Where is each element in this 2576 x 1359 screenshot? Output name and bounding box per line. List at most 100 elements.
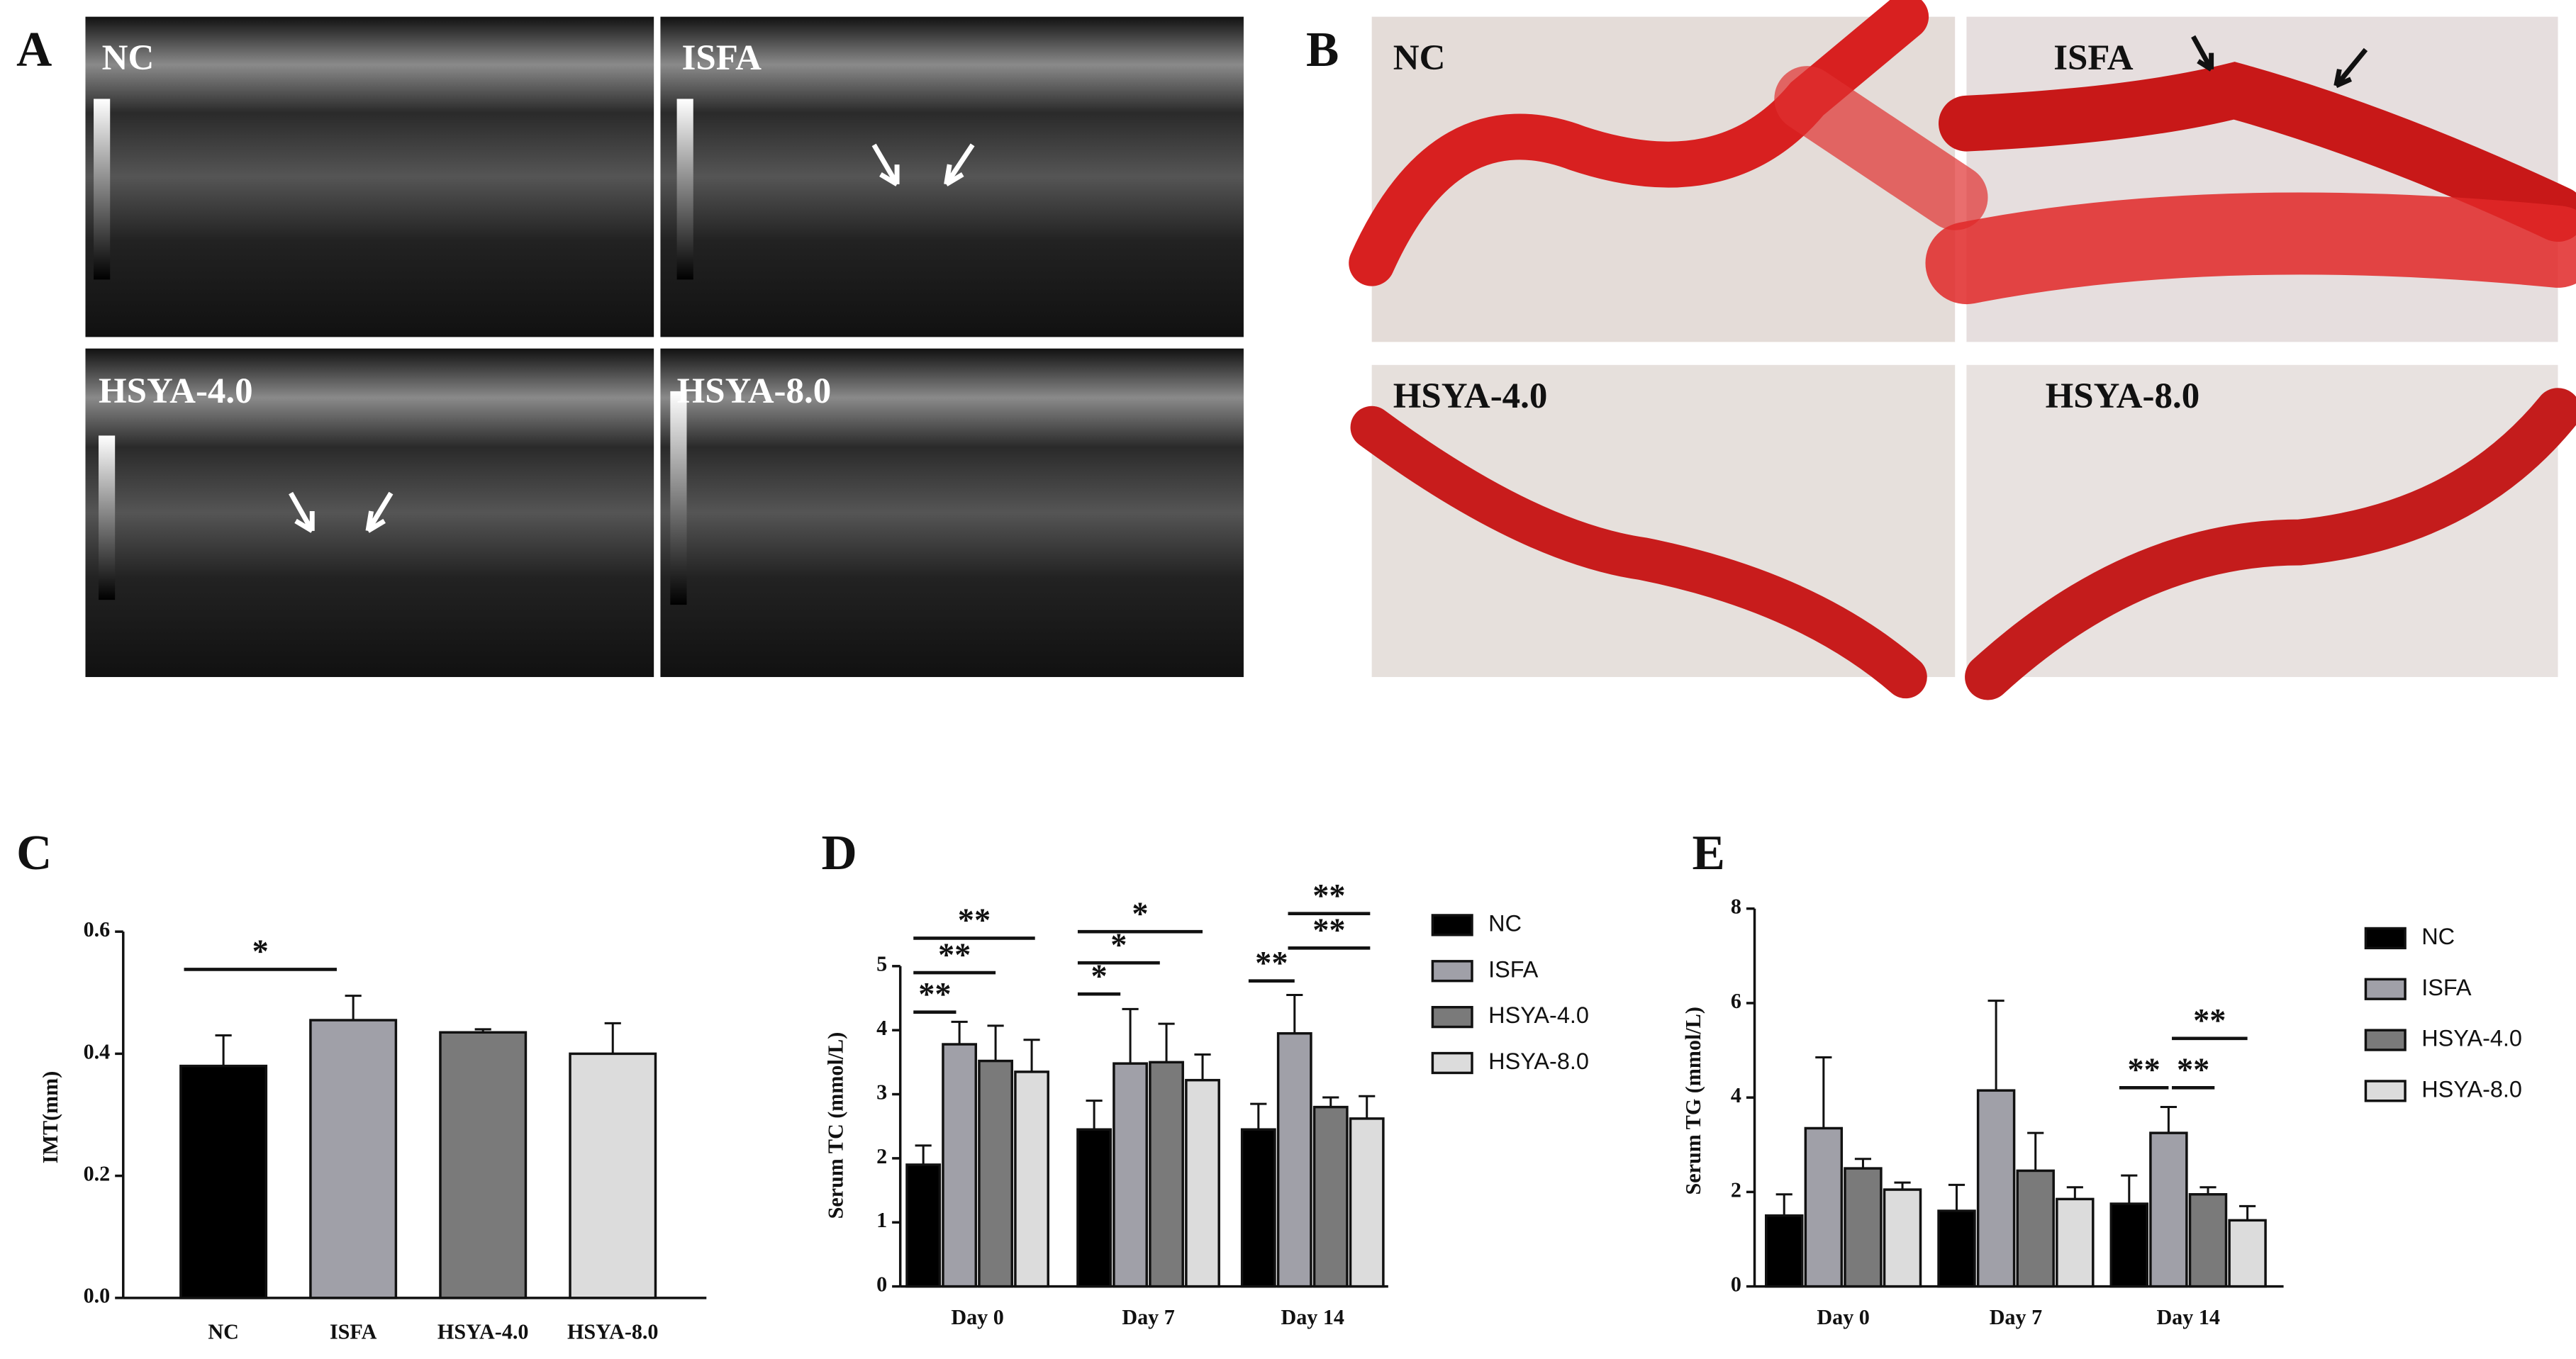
significance-label: * (252, 934, 269, 970)
bar (1764, 1214, 1804, 1288)
y-tick-label: 0 (1731, 1273, 1741, 1297)
legend-swatch (1431, 1051, 1473, 1075)
panel-label: E (1692, 826, 1724, 880)
legend-label: HSYA-8.0 (1488, 1048, 1589, 1074)
x-tick-label: NC (208, 1320, 239, 1344)
x-tick-label: Day 14 (1281, 1305, 1345, 1329)
gray-scale-bar (99, 435, 116, 600)
bar (1804, 1126, 1844, 1288)
legend-swatch (2364, 1029, 2407, 1051)
image-label: HSYA-8.0 (677, 371, 832, 411)
significance-label: ** (918, 976, 951, 1012)
y-tick-label: 0 (876, 1273, 887, 1297)
legend-label: ISFA (2421, 975, 2472, 1000)
bar (1185, 1078, 1220, 1288)
y-tick-label: 0.4 (84, 1039, 111, 1063)
legend-swatch (2364, 927, 2407, 950)
y-tick-label: 4 (1731, 1083, 1741, 1107)
y-tick-label: 4 (876, 1016, 887, 1040)
bar (1113, 1062, 1148, 1288)
y-axis-label: IMT(mm) (38, 1071, 62, 1163)
y-tick-label: 1 (876, 1208, 887, 1232)
x-tick-label: Day 7 (1122, 1305, 1174, 1329)
y-tick-label: 6 (1731, 989, 1741, 1013)
x-tick-label: Day 0 (1817, 1305, 1869, 1329)
arrows (289, 143, 975, 533)
bar (1937, 1209, 1976, 1288)
image-label: HSYA-4.0 (1393, 376, 1548, 416)
y-tick-label: 3 (876, 1080, 887, 1104)
significance-label: ** (1312, 912, 1345, 949)
significance-label: * (1132, 896, 1148, 932)
x-tick-label: Day 7 (1990, 1305, 2042, 1329)
panel-b: B NC ISFA HSYA-4.0 HSYA-8.0 (1306, 0, 2576, 700)
panel-a: A NC ISFA HSYA-4.0 HSYA-8.0 (16, 16, 1244, 678)
x-tick-label: Day 14 (2156, 1305, 2220, 1329)
bar (1240, 1128, 1276, 1288)
bar (309, 1019, 398, 1299)
bar (1883, 1188, 1922, 1288)
y-tick-label: 0.2 (84, 1162, 111, 1186)
significance-label: ** (938, 937, 971, 973)
gray-scale-bar (676, 99, 693, 280)
panel-label: C (16, 826, 52, 880)
legend-swatch (1431, 1005, 1473, 1029)
legend-label: ISFA (1488, 956, 1539, 982)
bar (2109, 1202, 2149, 1288)
arrows (2191, 35, 2368, 89)
panel-label: B (1306, 23, 1339, 77)
bar (2056, 1197, 2095, 1288)
legend-label: HSYA-8.0 (2421, 1076, 2522, 1102)
legend-swatch (1431, 914, 1473, 936)
y-tick-label: 0.6 (84, 917, 111, 941)
significance-label: ** (1255, 945, 1288, 981)
bar (1014, 1070, 1049, 1288)
gray-scale-bar (94, 99, 111, 280)
image-label: ISFA (2053, 38, 2134, 78)
y-tick-label: 0.0 (84, 1284, 111, 1308)
panel-label: A (16, 23, 52, 77)
panel-label: D (821, 826, 857, 880)
significance-label: ** (2127, 1052, 2160, 1088)
bar (1349, 1117, 1385, 1288)
ultrasound-image (85, 16, 654, 337)
bar (1076, 1128, 1113, 1288)
image-label: ISFA (682, 38, 762, 78)
bar (1276, 1031, 1312, 1288)
x-tick-label: Day 0 (951, 1305, 1003, 1329)
image-label: NC (102, 38, 155, 78)
significance-label: ** (1312, 878, 1345, 914)
bar (2228, 1219, 2267, 1288)
bar (942, 1043, 978, 1288)
significance-label: * (1110, 927, 1127, 963)
significance-label: ** (2193, 1003, 2226, 1039)
y-axis-label: Serum TC (mmol/L) (824, 1032, 848, 1219)
significance-label: ** (2177, 1052, 2209, 1088)
bar (569, 1052, 657, 1299)
bar (1312, 1105, 1349, 1288)
y-tick-label: 2 (876, 1144, 887, 1168)
bar (905, 1163, 942, 1288)
significance-label: ** (958, 902, 991, 939)
legend-swatch (2364, 1080, 2407, 1102)
bar (2016, 1169, 2055, 1288)
bar (439, 1031, 528, 1299)
legend-label: HSYA-4.0 (1488, 1002, 1589, 1028)
bar (1149, 1061, 1184, 1288)
bar (1844, 1167, 1883, 1288)
bar (2149, 1131, 2188, 1288)
legend-swatch (1431, 960, 1473, 983)
y-tick-label: 5 (876, 952, 887, 976)
bar (978, 1059, 1013, 1288)
significance-label: * (1091, 958, 1107, 995)
gray-scale-bar (670, 391, 687, 605)
image-label: NC (1393, 38, 1446, 78)
legend-label: NC (1488, 910, 1522, 936)
x-tick-label: ISFA (330, 1320, 377, 1344)
bar (179, 1064, 268, 1299)
bar (2188, 1192, 2228, 1288)
x-tick-label: HSYA-8.0 (567, 1320, 659, 1344)
ultrasound-image (660, 348, 1244, 678)
legend-label: NC (2421, 924, 2455, 949)
